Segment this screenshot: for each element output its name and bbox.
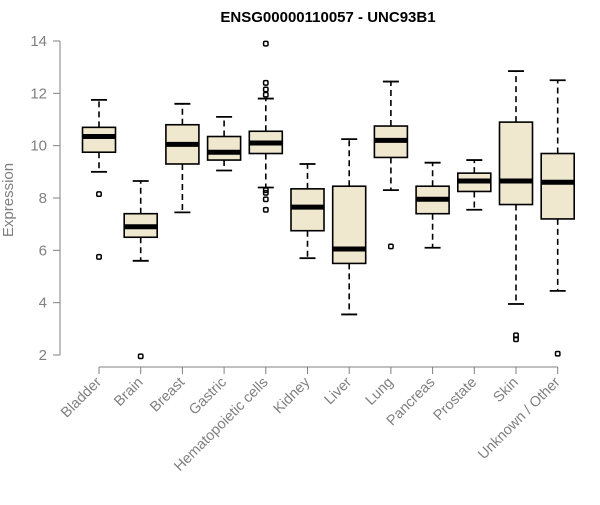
y-axis: 2 4 6 8 10 12 14 xyxy=(30,33,61,364)
outlier-point xyxy=(262,40,269,47)
outlier-point xyxy=(262,206,269,213)
x-tick-label: Breast xyxy=(147,375,188,416)
outlier-point xyxy=(513,336,519,343)
x-tick-label: Lung xyxy=(363,375,397,409)
outlier-point xyxy=(554,350,561,357)
box-pancreas xyxy=(415,161,450,249)
outlier-point xyxy=(262,86,269,93)
y-tick-label: 14 xyxy=(30,33,47,50)
y-tick-label: 4 xyxy=(39,295,47,312)
box-lung xyxy=(373,80,409,250)
iqr-box xyxy=(540,152,576,220)
outlier-point xyxy=(96,191,102,198)
y-tick-label: 12 xyxy=(30,85,47,102)
outlier-point xyxy=(262,189,269,196)
y-tick-label: 6 xyxy=(39,242,47,259)
y-tick-label: 2 xyxy=(39,347,47,364)
x-tick-label: Kidney xyxy=(271,374,314,417)
y-tick-label: 10 xyxy=(30,138,47,155)
iqr-box xyxy=(290,188,325,232)
x-tick-label: Skin xyxy=(491,375,522,406)
iqr-box xyxy=(498,121,534,206)
boxes-group xyxy=(81,40,576,360)
box-brain xyxy=(123,180,158,360)
x-tick-label: Brain xyxy=(111,375,146,410)
x-tick-label: Liver xyxy=(321,374,355,408)
iqr-box xyxy=(81,126,117,154)
chart-title: ENSG00000110057 - UNC93B1 xyxy=(220,9,435,26)
outlier-point xyxy=(262,196,269,203)
y-tick-label: 8 xyxy=(39,190,47,207)
x-tick-label: Bladder xyxy=(58,374,105,421)
outlier-point xyxy=(262,91,269,98)
y-axis-label: Expression xyxy=(0,163,17,237)
outlier-point xyxy=(387,243,394,250)
box-unknown-other xyxy=(540,79,576,357)
iqr-box xyxy=(206,135,242,161)
outlier-point xyxy=(96,253,102,260)
box-gastric xyxy=(206,115,242,172)
x-tick-label: Prostate xyxy=(431,375,480,424)
outlier-point xyxy=(137,353,144,360)
box-skin xyxy=(498,70,534,343)
outlier-point xyxy=(262,79,269,86)
box-prostate xyxy=(456,159,492,211)
box-kidney xyxy=(290,163,325,260)
box-bladder xyxy=(81,98,117,260)
box-liver xyxy=(331,138,367,316)
box-breast xyxy=(165,102,200,214)
box-hematopoietic-cells xyxy=(248,40,284,213)
iqr-box xyxy=(331,185,367,265)
